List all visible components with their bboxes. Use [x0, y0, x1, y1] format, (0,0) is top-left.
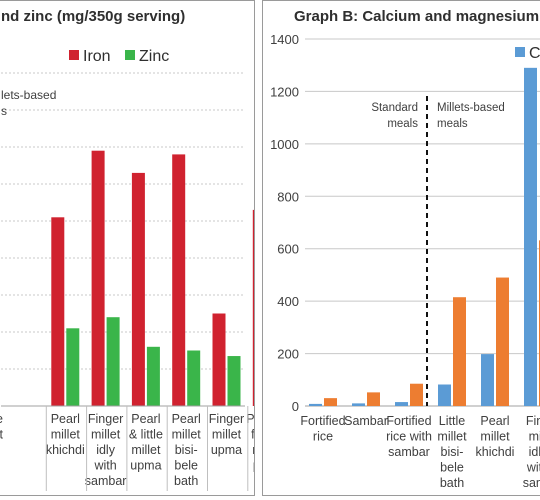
bar-magnesium [367, 392, 380, 406]
x-tick-label: millet [252, 443, 255, 457]
x-tick-label: rice [313, 430, 333, 444]
bar-magnesium [324, 398, 337, 406]
bar-iron [131, 172, 145, 406]
x-tick-label: t [0, 428, 4, 442]
y-tick-label: 200 [277, 347, 299, 362]
x-tick-label: upma [211, 443, 242, 457]
x-tick-label: millet [212, 428, 242, 442]
legend-swatch-zinc [125, 50, 135, 60]
x-tick-label: sambar [388, 445, 430, 459]
graph-b-chart: 0 200 400 600 800 1000 1200 1400 Fortified rice Sa… [270, 32, 540, 490]
x-tick-label: Pearl [131, 412, 160, 426]
bar-magnesium [496, 277, 509, 406]
bar-calcium [438, 384, 451, 406]
y-tick-label: 0 [292, 399, 299, 414]
bar-magnesium [410, 383, 423, 406]
x-tick-label: millet [91, 428, 121, 442]
bar-zinc [66, 328, 80, 406]
x-tick-label: bele [174, 459, 198, 473]
x-tick-label: millet [480, 430, 510, 444]
bar-iron [212, 313, 226, 406]
annotation-millets-based: lets-based [1, 88, 56, 102]
graph-a-title: nd zinc (mg/350g serving) [1, 8, 186, 25]
x-tick-label: upma [130, 459, 161, 473]
bar-iron [51, 217, 65, 406]
graph-a-chart: etPearlmilletkhichdiFingermilletidlywith… [0, 48, 255, 491]
y-tick-label: 1200 [270, 84, 299, 99]
bar-calcium [309, 403, 322, 406]
y-tick-label: 400 [277, 294, 299, 309]
x-tick-label: samb [523, 476, 540, 490]
x-tick-label: bisi- [441, 445, 464, 459]
bar-iron [91, 150, 105, 406]
x-tick-label: Finger [209, 412, 244, 426]
x-tick-label: millet [172, 428, 202, 442]
x-tick-label: e [0, 412, 3, 426]
bar-zinc [187, 350, 201, 406]
x-tick-label: sambar [85, 474, 127, 488]
legend-label-calcium: Ca [529, 45, 540, 62]
bar-zinc [146, 346, 160, 406]
x-tick-label: khichdi [476, 445, 515, 459]
x-tick-label: khichdi [46, 443, 85, 457]
x-tick-label: Fortified [300, 414, 345, 428]
x-tick-label: millet [131, 443, 161, 457]
x-tick-label: with [93, 459, 116, 473]
annotation-standard-meals: meals [387, 118, 418, 130]
x-tick-label: poha [253, 459, 255, 473]
x-tick-label: millet [51, 428, 81, 442]
x-tick-label: Fortified [386, 414, 431, 428]
x-tick-label: rice with [386, 430, 432, 444]
y-tick-label: 1400 [270, 32, 299, 47]
x-tick-label: Little [439, 414, 465, 428]
legend-swatch-calcium [515, 47, 525, 57]
y-tick-label: 1000 [270, 137, 299, 152]
x-tick-label: bath [174, 474, 198, 488]
x-tick-label: finger [251, 428, 255, 442]
x-tick-label: Pearl [480, 414, 509, 428]
x-tick-label: idly [96, 443, 116, 457]
x-tick-label: Fing [526, 414, 540, 428]
legend-swatch-iron [69, 50, 79, 60]
graph-b-title: Graph B: Calcium and magnesium [294, 8, 540, 25]
bar-calcium [524, 67, 537, 406]
x-tick-label: with [526, 461, 540, 475]
bar-zinc [106, 317, 120, 406]
x-tick-label: Pearl [172, 412, 201, 426]
x-tick-label: millet [437, 430, 467, 444]
bar-iron [172, 154, 186, 406]
x-tick-label: bisi- [175, 443, 198, 457]
annotation-standard-meals: Standard [371, 102, 418, 114]
bar-calcium [352, 403, 365, 406]
bar-calcium [395, 402, 408, 406]
bar-calcium [481, 354, 494, 406]
x-tick-label: bath [440, 476, 464, 490]
bar-iron [252, 209, 254, 406]
x-tick-label: Sambar [344, 414, 388, 428]
graph-b-panel: Graph B: Calcium and magnesium 0 200 400 60… [262, 0, 540, 496]
legend-label-iron: Iron [83, 48, 111, 65]
x-tick-label: mill [529, 430, 540, 444]
bar-zinc [227, 356, 241, 406]
x-tick-label: idly [529, 445, 540, 459]
legend-label-zinc: Zinc [139, 48, 169, 65]
x-tick-label: Finger [88, 412, 123, 426]
annotation-millets-meals: Millets-based [437, 102, 505, 114]
annotation-millets-based: s [1, 104, 7, 118]
y-tick-label: 600 [277, 242, 299, 257]
y-tick-label: 800 [277, 189, 299, 204]
x-tick-label: Pearl [51, 412, 80, 426]
x-tick-label: & little [129, 428, 163, 442]
x-tick-label: bele [440, 461, 464, 475]
graph-a-panel: nd zinc (mg/350g serving) etPearlmilletk… [0, 0, 255, 496]
x-tick-label: Pearl & [246, 412, 255, 426]
bar-magnesium [453, 297, 466, 406]
annotation-millets-meals: meals [437, 118, 468, 130]
